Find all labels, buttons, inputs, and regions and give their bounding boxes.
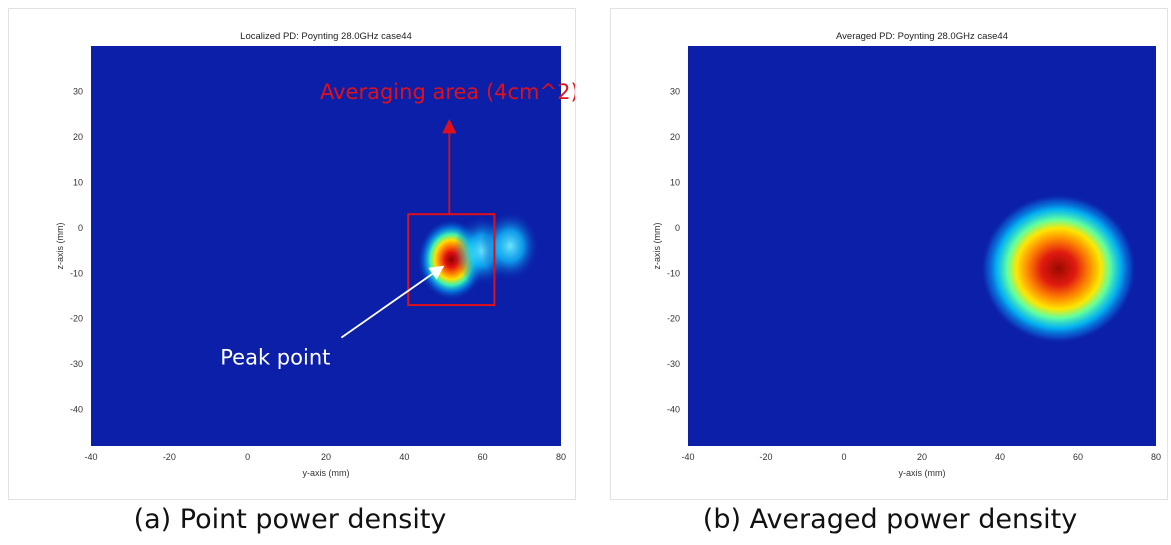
x-tick-label: 60 (1073, 452, 1083, 462)
heatmap-chart-a: Localized PD: Poynting 28.0GHz case44 -40… (55, 31, 575, 478)
x-axis-label: y-axis (mm) (899, 468, 946, 478)
y-tick-label: 10 (73, 177, 83, 187)
y-axis-label: z-axis (mm) (652, 223, 662, 270)
averaging-area-box (407, 213, 496, 307)
plot-frame-b: Averaged PD: Poynting 28.0GHz case44 -40 -… (610, 8, 1168, 500)
y-tick-label: -20 (70, 314, 83, 324)
panel-averaged-power-density: Averaged PD: Poynting 28.0GHz case44 -40 -… (590, 0, 1170, 545)
y-tick-label: 0 (78, 223, 83, 233)
y-tick-label: -40 (70, 405, 83, 415)
hotspot (980, 193, 1137, 344)
x-axis-label: y-axis (mm) (303, 468, 350, 478)
x-tick-label: -40 (84, 452, 97, 462)
y-tick-label: -30 (667, 359, 680, 369)
y-tick-label: 10 (670, 177, 680, 187)
y-tick-label: -20 (667, 314, 680, 324)
y-tick-label: 0 (675, 223, 680, 233)
y-tick-label: -40 (667, 405, 680, 415)
x-tick-label: -20 (163, 452, 176, 462)
y-axis-label: z-axis (mm) (55, 223, 65, 270)
x-tick-label: -20 (759, 452, 772, 462)
chart-title: Localized PD: Poynting 28.0GHz case44 (240, 31, 412, 42)
panel-point-power-density: Localized PD: Poynting 28.0GHz case44 -40… (0, 0, 580, 545)
averaging-area-label: Averaging area (4cm^2) (320, 80, 575, 104)
x-tick-label: 20 (917, 452, 927, 462)
peak-point-label: Peak point (220, 346, 330, 370)
x-tick-label: 20 (321, 452, 331, 462)
y-tick-label: 30 (670, 86, 680, 96)
x-tick-label: 40 (399, 452, 409, 462)
heatmap-chart-b: Averaged PD: Poynting 28.0GHz case44 -40 -… (652, 31, 1161, 478)
y-tick-label: -10 (70, 268, 83, 278)
y-tick-label: -30 (70, 359, 83, 369)
x-tick-label: -40 (681, 452, 694, 462)
hotspot (480, 210, 540, 282)
peak-point-arrow (340, 265, 445, 339)
heatmap-field (417, 210, 540, 301)
x-tick-label: 60 (478, 452, 488, 462)
y-tick-label: 30 (73, 86, 83, 96)
y-tick-label: 20 (73, 132, 83, 142)
x-tick-label: 80 (1151, 452, 1161, 462)
x-tick-label: 80 (556, 452, 566, 462)
y-tick-label: -10 (667, 268, 680, 278)
chart-title: Averaged PD: Poynting 28.0GHz case44 (836, 31, 1008, 42)
y-tick-label: 20 (670, 132, 680, 142)
x-tick-label: 40 (995, 452, 1005, 462)
x-tick-label: 0 (245, 452, 250, 462)
caption-b: (b) Averaged power density (702, 504, 1078, 535)
x-tick-label: 0 (841, 452, 846, 462)
caption-a: (a) Point power density (133, 504, 447, 535)
plot-frame-a: Localized PD: Poynting 28.0GHz case44 -40… (8, 8, 576, 500)
heatmap-field (980, 193, 1137, 344)
